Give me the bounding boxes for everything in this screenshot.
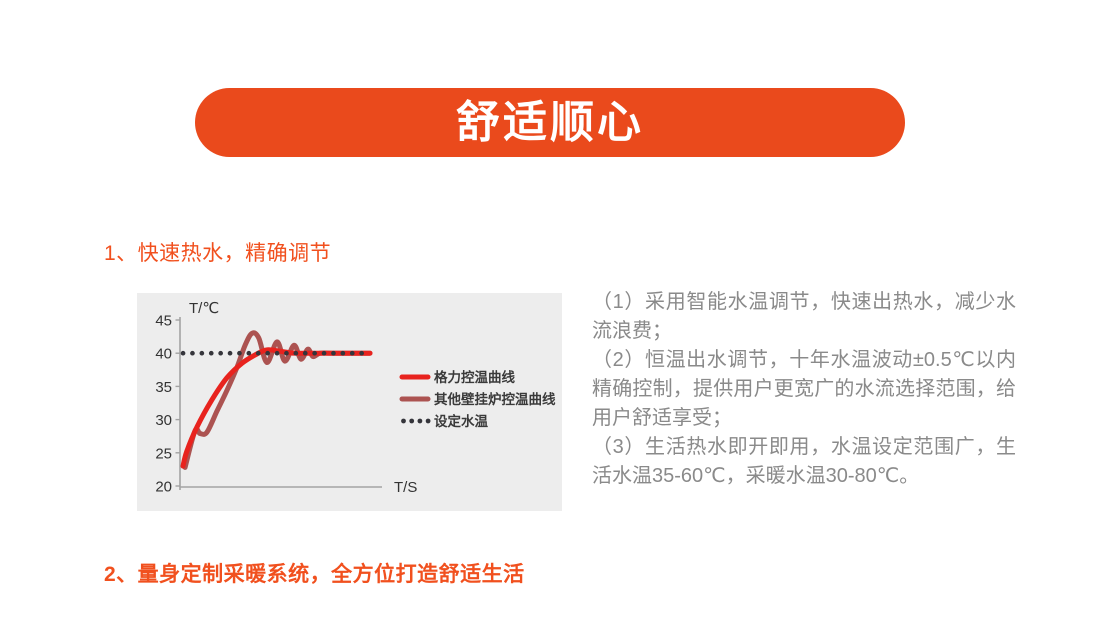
description-paragraph-3: （3）生活热水即开即用，水温设定范围广，生活水温35-60℃，采暖水温30-80… [592,436,1016,487]
svg-text:45: 45 [155,313,172,330]
svg-text:25: 25 [155,445,172,462]
banner: 舒适顺心 [195,88,905,157]
feature-description: （1）采用智能水温调节，快速出热水，减少水流浪费； （2）恒温出水调节，十年水温… [592,288,1016,491]
legend-item: 其他壁挂炉控温曲线 [399,391,556,407]
description-paragraph-2: （2）恒温出水调节，十年水温波动±0.5℃以内精确控制，提供用户更宽广的水流选择… [592,349,1016,429]
svg-text:35: 35 [155,379,172,396]
banner-title: 舒适顺心 [456,97,644,147]
legend-label: 设定水温 [434,413,488,429]
legend-label: 其他壁挂炉控温曲线 [434,391,556,407]
svg-text:20: 20 [155,479,172,496]
legend-item: 格力控温曲线 [399,369,515,385]
svg-text:40: 40 [155,346,172,363]
legend-label: 格力控温曲线 [434,369,515,385]
svg-text:30: 30 [155,412,172,429]
series-line [180,347,373,469]
section1-title: 1、快速热水，精确调节 [104,242,332,265]
description-paragraph-1: （1）采用智能水温调节，快速出热水，减少水流浪费； [592,291,1016,342]
section2-title: 2、量身定制采暖系统，全方位打造舒适生活 [104,563,525,586]
temperature-chart-panel: 45 40 35 30 25 20 T/℃ T/S 格力控温曲线其他壁挂炉控温曲线 设定水温 [137,293,562,511]
x-axis-label: T/S [394,479,417,496]
legend-item: 设定水温 [401,413,488,429]
y-axis-label: T/℃ [189,300,219,317]
